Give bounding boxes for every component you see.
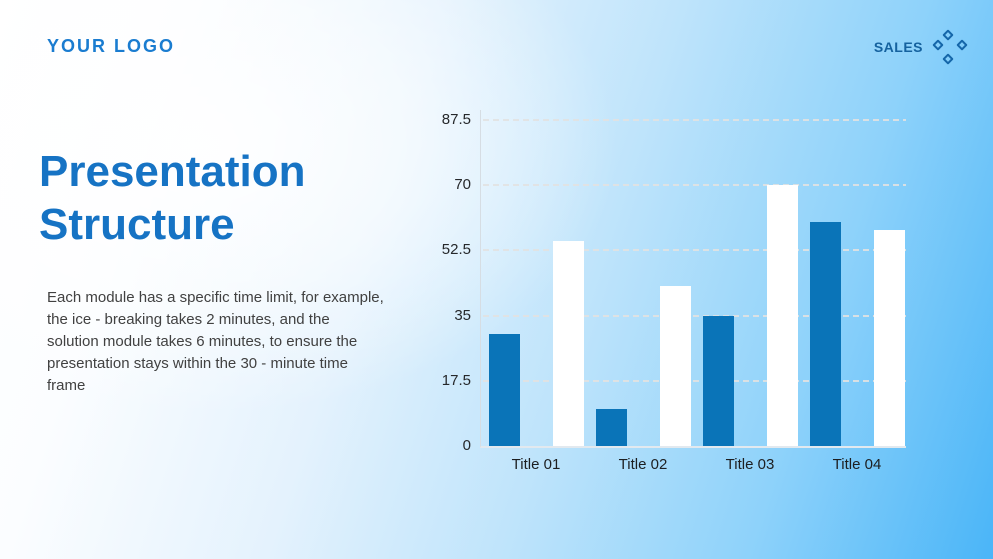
bar-blue-series-4 — [809, 222, 841, 446]
gridline-17.5 — [483, 379, 906, 382]
x-axis-label-1: Title 01 — [511, 456, 561, 473]
diamonds-icon — [932, 29, 968, 65]
bar-blue-series-3 — [702, 315, 734, 446]
bar-group-4 — [809, 222, 905, 446]
page-title: Presentation Structure — [39, 146, 306, 252]
logo-text: YOUR LOGO — [47, 36, 176, 56]
y-axis-tick-35: 35 — [454, 306, 471, 324]
x-axis-label-4: Title 04 — [832, 456, 882, 473]
y-axis-tick-52.5: 52.5 — [441, 241, 471, 259]
sales-badge-label: SALES — [873, 39, 923, 55]
page-title-line2: Structure — [39, 199, 235, 249]
y-axis-tick-17.5: 17.5 — [441, 371, 471, 389]
diamond-right-icon — [956, 38, 968, 51]
bar-white-series-1 — [552, 241, 584, 446]
y-axis-tick-87.5: 87.5 — [441, 111, 471, 128]
bar-blue-series-1 — [488, 334, 520, 446]
diamond-left-icon — [932, 38, 944, 51]
gridline-87.5 — [483, 119, 906, 121]
bar-group-1 — [488, 241, 584, 446]
y-axis-tick-0: 0 — [462, 437, 471, 454]
diamond-top-icon — [941, 29, 954, 41]
description-text: Each module has a specific time limit, f… — [47, 289, 384, 394]
gridline-35 — [483, 314, 906, 317]
gridline-52.5 — [483, 249, 906, 252]
bar-group-3 — [702, 185, 798, 446]
gridline-70 — [483, 184, 906, 187]
x-axis-label-3: Title 03 — [725, 456, 775, 473]
page-title-line1: Presentation — [39, 147, 306, 196]
bar-chart: 0 17.5 35 52.5 70 87.5 Title 01 Title 02 Title 0… — [442, 110, 906, 473]
bar-group-2 — [595, 285, 691, 446]
bar-white-series-4 — [873, 229, 905, 446]
bar-white-series-3 — [766, 185, 798, 446]
x-axis-label-2: Title 02 — [618, 456, 668, 473]
bar-white-series-2 — [659, 285, 691, 446]
sales-badge: SALES — [873, 29, 968, 65]
bar-blue-series-2 — [595, 408, 627, 446]
y-axis-tick-70: 70 — [454, 176, 471, 194]
diamond-bottom-icon — [941, 53, 954, 65]
